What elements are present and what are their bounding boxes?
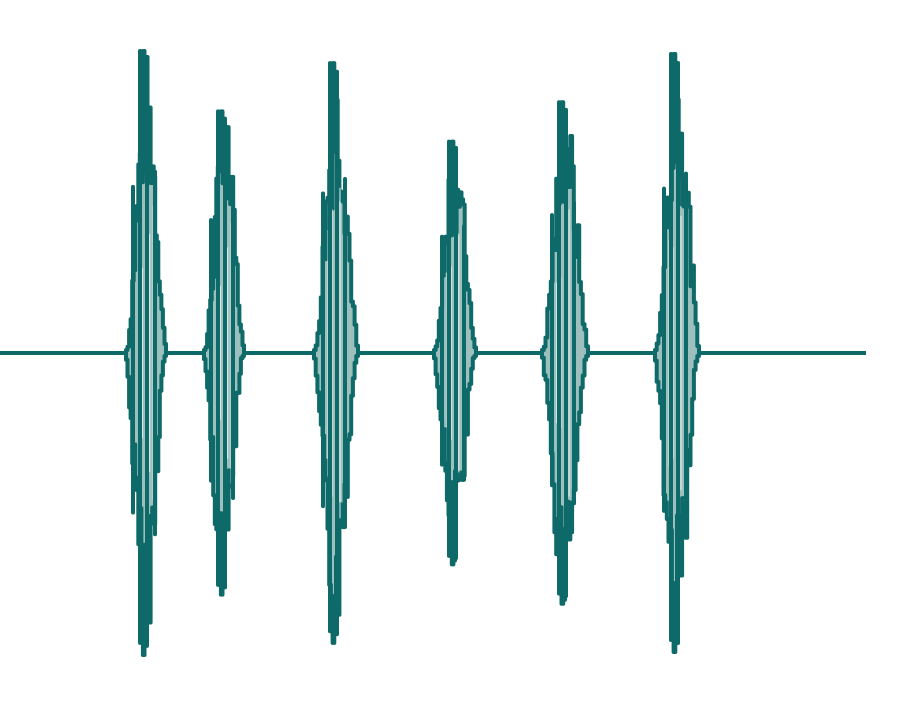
waveform-burst-6 (653, 52, 701, 654)
waveform-burst-1 (124, 49, 168, 657)
waveform-burst-5 (540, 100, 590, 606)
bursts-group (124, 49, 701, 657)
waveform-burst-3 (312, 61, 360, 645)
waveform-burst-4 (432, 139, 478, 567)
waveform-burst-2 (202, 109, 246, 597)
